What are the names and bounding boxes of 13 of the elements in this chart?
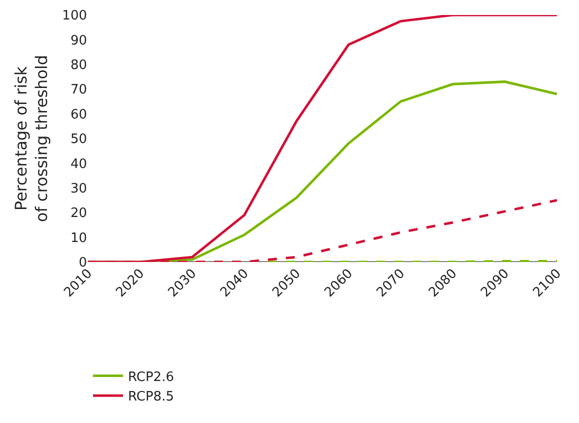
- y-tick-label: 10: [70, 230, 87, 246]
- y-tick-label: 100: [62, 8, 87, 24]
- y-tick-label: 20: [70, 206, 87, 222]
- legend-label: RCP2.6: [128, 370, 174, 385]
- y-tick-label: 30: [70, 181, 87, 196]
- y-tick-label: 40: [70, 156, 87, 172]
- y-axis-title: Percentage of risk of crossing threshold: [11, 54, 52, 222]
- y-tick-label: 50: [70, 132, 87, 148]
- y-tick-label: 60: [70, 107, 87, 122]
- y-tick-label: 80: [70, 58, 87, 73]
- y-tick-label: 70: [70, 82, 87, 98]
- legend-label: RCP8.5: [128, 390, 174, 405]
- y-tick-label: 90: [70, 33, 87, 48]
